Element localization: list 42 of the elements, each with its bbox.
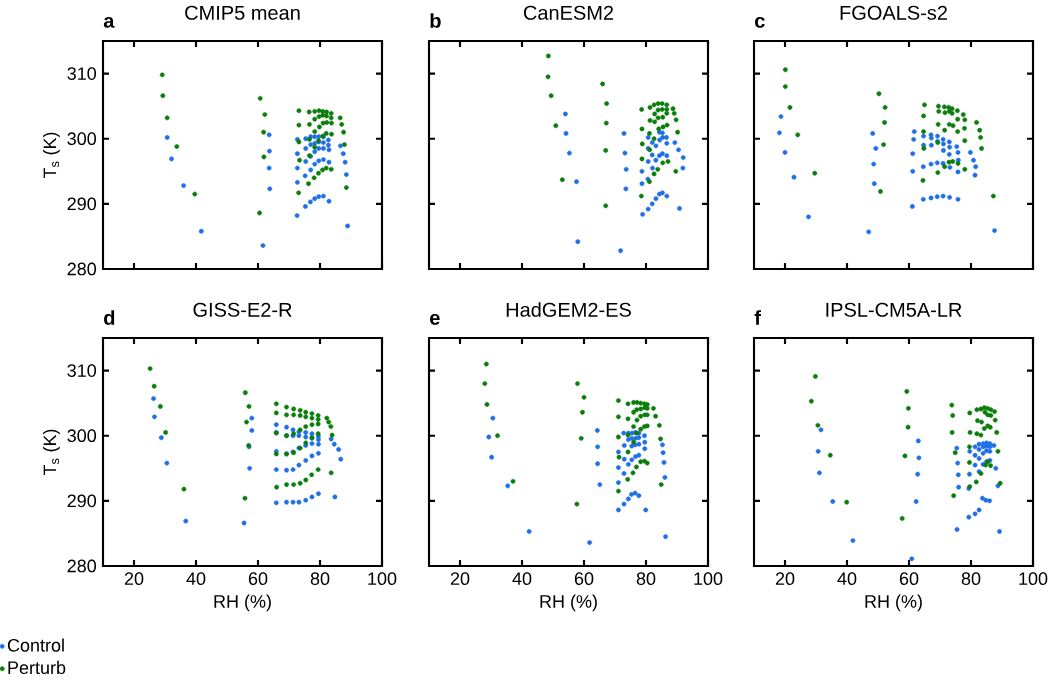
x-tick-label: 20 bbox=[775, 572, 795, 585]
legend-label: Control bbox=[7, 638, 64, 652]
text: d bbox=[104, 310, 115, 325]
x-tick-label: 100 bbox=[1019, 572, 1048, 585]
text: e bbox=[430, 313, 440, 325]
x-tick-label: 60 bbox=[574, 572, 594, 585]
x-axis-title: RH (%) bbox=[540, 594, 597, 612]
x-tick-label: 20 bbox=[124, 572, 144, 585]
text: a bbox=[103, 16, 115, 28]
x-axis-title: RH (%) bbox=[214, 594, 271, 612]
y-axis-title: T$_{s}$ (K) bbox=[43, 132, 60, 179]
x-tick-label: 80 bbox=[310, 572, 330, 585]
x-tick-label: 40 bbox=[837, 572, 857, 585]
x-tick-label: 100 bbox=[694, 572, 723, 585]
chart-title: GISS-E2-R bbox=[193, 302, 292, 317]
x-tick-label: 60 bbox=[899, 572, 919, 585]
y-tick-label: 300 bbox=[67, 132, 97, 146]
x-tick-label: 60 bbox=[248, 572, 268, 585]
x-tick-label: 20 bbox=[450, 572, 470, 585]
text: f bbox=[754, 310, 761, 325]
legend-label: Perturb bbox=[8, 660, 66, 675]
x-tick-label: 40 bbox=[186, 572, 206, 585]
chart-title: CanESM2 bbox=[523, 5, 614, 20]
y-axis-title: T$_{s}$ (K) bbox=[43, 429, 60, 476]
chart-title: HadGEM2-ES bbox=[506, 302, 631, 317]
text: c bbox=[755, 16, 765, 28]
text: b bbox=[430, 13, 441, 28]
x-axis-title: RH (%) bbox=[865, 594, 922, 612]
y-tick-label: 300 bbox=[67, 429, 97, 443]
y-tick-label: 280 bbox=[67, 559, 97, 573]
x-tick-label: 40 bbox=[512, 572, 532, 585]
chart-title: CMIP5 mean bbox=[185, 5, 300, 20]
x-tick-label: 80 bbox=[636, 572, 656, 585]
x-tick-label: 100 bbox=[368, 572, 397, 585]
x-tick-label: 80 bbox=[961, 572, 981, 585]
chart-title: FGOALS-s2 bbox=[840, 5, 947, 20]
y-tick-label: 290 bbox=[67, 197, 97, 211]
y-tick-label: 280 bbox=[67, 262, 97, 276]
y-tick-label: 290 bbox=[67, 494, 97, 508]
y-tick-label: 310 bbox=[67, 67, 97, 80]
chart-title: IPSL-CM5A-LR bbox=[826, 302, 962, 317]
y-tick-label: 310 bbox=[67, 364, 97, 377]
